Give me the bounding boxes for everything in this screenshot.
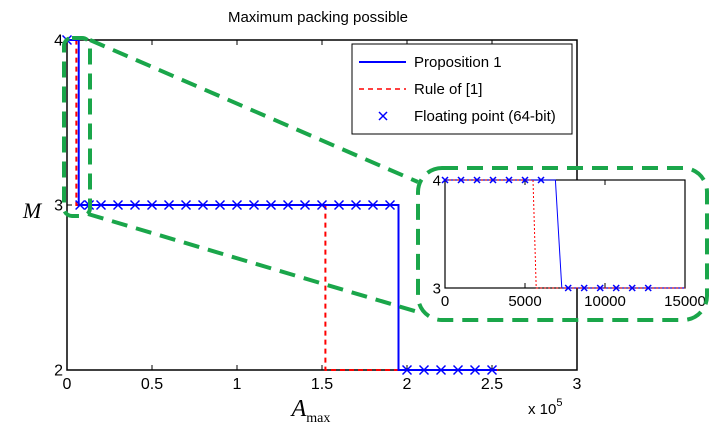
main-series-floating-point-64-bit-point (401, 364, 413, 376)
inset-plot-area (444, 179, 686, 289)
main-series-floating-point-64-bit-point (265, 199, 277, 211)
x-axis-multiplier-exponent: 5 (556, 397, 562, 409)
chart-title: Maximum packing possible (228, 9, 408, 26)
main-x-tick-label: 1.5 (311, 376, 333, 393)
inset-series-rule-of-1 (445, 179, 685, 289)
main-series-floating-point-64-bit-point (112, 199, 124, 211)
main-series-floating-point-64-bit-point (299, 199, 311, 211)
inset-series-floating-point-64-bit-point (628, 284, 636, 292)
main-x-tick-label: 2.5 (481, 376, 503, 393)
main-series-floating-point-64-bit-point (418, 364, 430, 376)
main-x-tick-label: 0 (63, 376, 72, 393)
zoom-inset-frame (416, 166, 709, 322)
inset-series-floating-point-64-bit-point (537, 176, 545, 184)
legend-label-proposition-1: Proposition 1 (414, 54, 502, 71)
inset-series-floating-point-64-bit-point (596, 284, 604, 292)
inset-x-tick-label: 10000 (584, 293, 626, 310)
inset-y-tick-label: 4 (433, 172, 441, 189)
legend-label-floating-point: Floating point (64-bit) (414, 108, 556, 125)
main-x-tick-label: 2 (403, 376, 412, 393)
main-x-tick-label: 3 (573, 376, 582, 393)
main-series-floating-point-64-bit-point (350, 199, 362, 211)
main-series-floating-point-64-bit-point (231, 199, 243, 211)
inset-axis-ticks: 0 5000 10000 15000 3 4 (433, 172, 706, 310)
main-series-floating-point-64-bit-point (180, 199, 192, 211)
legend-swatch-floating-point (378, 111, 388, 121)
x-axis-label-main: A (290, 396, 307, 422)
main-series-floating-point-64-bit-point (129, 199, 141, 211)
main-series-floating-point-64-bit-point (316, 199, 328, 211)
x-axis-label: Amax (290, 396, 331, 426)
inset-series-floating-point-64-bit-point (457, 176, 465, 184)
inset-x-tick-label: 5000 (508, 293, 541, 310)
main-series-floating-point-64-bit-point (486, 364, 498, 376)
main-y-tick-label: 2 (54, 363, 63, 380)
main-series-floating-point-64-bit-point (163, 199, 175, 211)
main-x-tick-label: 0.5 (141, 376, 163, 393)
main-series-floating-point-64-bit-point (435, 364, 447, 376)
y-axis-label: M (22, 198, 43, 223)
inset-series-floating-point-64-bit (441, 176, 652, 292)
inset-series-floating-point-64-bit-point (521, 176, 529, 184)
zoom-connector-bottom (87, 212, 419, 314)
main-series-floating-point-64-bit (61, 34, 498, 376)
x-axis-multiplier: x 105 (528, 397, 562, 418)
inset-y-tick-label: 3 (433, 280, 441, 297)
main-series-floating-point-64-bit-point (75, 199, 86, 211)
main-x-tick-label: 1 (233, 376, 242, 393)
inset-series-floating-point-64-bit-point (441, 176, 449, 184)
main-series-floating-point-64-bit-point (282, 199, 294, 211)
x-axis-multiplier-base: x 10 (528, 401, 556, 418)
legend-label-rule-of-1: Rule of [1] (414, 81, 482, 98)
main-y-tick-label: 4 (54, 33, 63, 50)
zoom-connector-top (89, 38, 419, 184)
main-series-floating-point-64-bit-point (248, 199, 260, 211)
main-series-floating-point-64-bit-point (384, 199, 396, 211)
main-axis-ticks: 0 0.5 1 1.5 2 2.5 3 2 3 4 (54, 33, 581, 393)
inset-series-floating-point-64-bit-point (489, 176, 497, 184)
inset-series-floating-point-64-bit-point (473, 176, 481, 184)
inset-series-floating-point-64-bit-point (564, 284, 572, 292)
inset-series-proposition-1 (445, 179, 685, 289)
x-axis-label-sub: max (306, 411, 330, 426)
main-series-floating-point-64-bit-point (95, 199, 107, 211)
inset-x-tick-label: 0 (441, 293, 449, 310)
inset-series-group (441, 176, 685, 292)
main-series-floating-point-64-bit-point (146, 199, 158, 211)
zoom-region-frame (62, 36, 92, 218)
inset-series-floating-point-64-bit-point (580, 284, 588, 292)
inset-series-floating-point-64-bit-point (505, 176, 513, 184)
main-series-floating-point-64-bit-point (214, 199, 226, 211)
inset-x-tick-label: 15000 (664, 293, 706, 310)
main-series-floating-point-64-bit-point (197, 199, 209, 211)
main-series-floating-point-64-bit-point (333, 199, 345, 211)
main-series-floating-point-64-bit-point (367, 199, 379, 211)
main-y-tick-label: 3 (54, 198, 63, 215)
inset-series-floating-point-64-bit-point (644, 284, 652, 292)
main-series-floating-point-64-bit-point (452, 364, 464, 376)
main-series-floating-point-64-bit-point (469, 364, 481, 376)
inset-series-floating-point-64-bit-point (612, 284, 620, 292)
legend: Proposition 1 Rule of [1] Floating point… (351, 43, 573, 135)
